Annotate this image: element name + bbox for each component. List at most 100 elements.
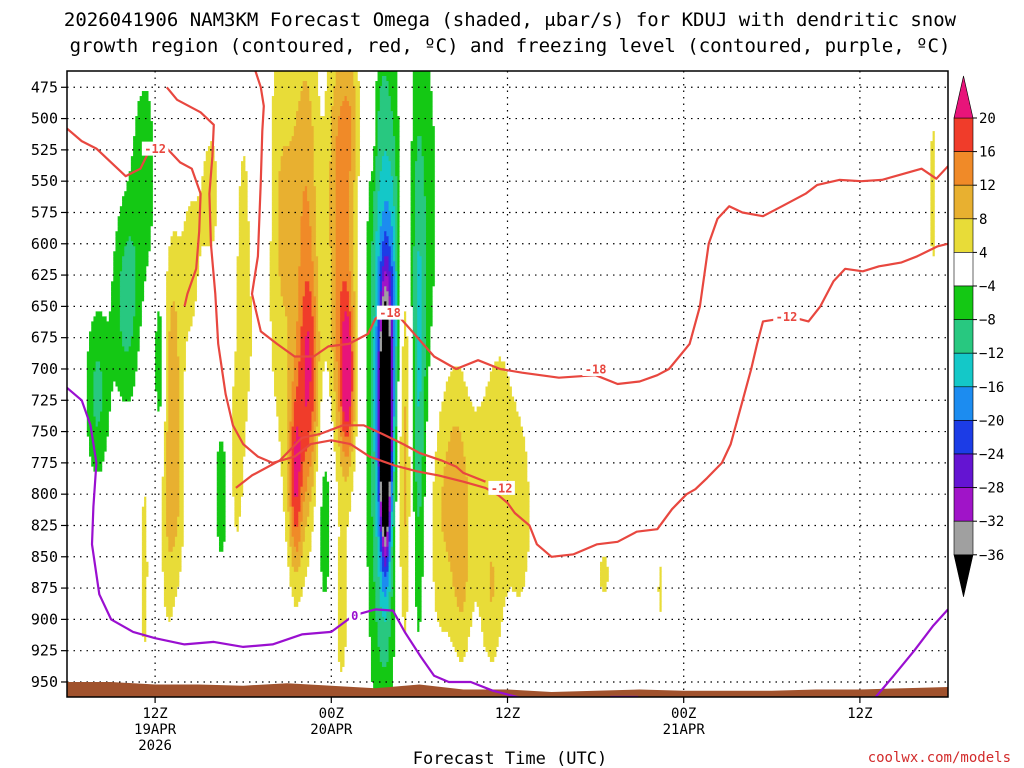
omega-cell [395,551,401,558]
omega-cell [174,596,295,603]
omega-cell [291,441,295,448]
omega-cell [67,116,136,122]
omega-cell [67,436,90,443]
omega-cell [509,376,948,383]
omega-cell [238,196,249,202]
omega-cell [408,546,416,553]
omega-cell [399,251,412,257]
omega-cell [137,106,152,112]
omega-cell [430,81,948,87]
omega-cell [346,571,370,578]
omega-cell [170,616,339,623]
omega-cell [346,576,370,583]
omega-cell [216,176,242,182]
omega-cell [276,396,288,403]
omega-cell [403,476,407,483]
omega-cell [395,541,401,548]
omega-cell [296,121,313,127]
omega-cell [322,571,330,578]
omega-cell [397,456,401,463]
omega-cell [291,526,302,533]
omega-cell [357,416,368,423]
omega-cell [183,436,233,443]
omega-cell [249,286,271,292]
omega-cell [324,96,335,102]
omega-cell [128,171,154,177]
omega-cell [315,336,321,343]
omega-cell [108,431,165,438]
omega-cell [366,516,374,523]
omega-cell [388,236,394,242]
omega-cell [232,486,244,493]
omega-cell [67,441,90,448]
omega-cell [366,461,372,468]
omega-cell [289,466,293,473]
omega-cell [269,251,280,257]
omega-cell [426,451,436,458]
omega-cell [111,391,121,398]
omega-cell [342,281,348,287]
omega-cell [496,651,948,658]
omega-cell [157,316,163,322]
omega-cell [399,271,412,277]
omega-cell [122,331,134,338]
omega-cell [318,266,332,272]
omega-cell [329,211,337,217]
omega-cell [514,396,948,403]
omega-cell [146,516,163,523]
omega-cell [289,491,293,498]
omega-cell [373,161,376,167]
omega-cell [370,361,374,368]
omega-cell [287,371,295,378]
omega-cell [329,556,339,563]
omega-cell [117,226,152,232]
omega-cell [315,221,330,227]
omega-cell [388,591,394,598]
omega-cell [113,266,123,272]
omega-cell [252,321,273,328]
omega-cell [355,111,361,117]
omega-cell [366,361,372,368]
omega-cell [412,261,418,267]
omega-cell [386,571,390,578]
omega-cell [234,371,251,378]
omega-cell [289,471,293,478]
omega-cell [392,371,396,378]
omega-cell [428,416,440,423]
omega-cell [600,576,610,583]
omega-cell [467,646,487,653]
omega-cell [331,416,337,423]
omega-cell [520,591,661,598]
omega-cell [315,501,324,508]
omega-cell [280,161,315,167]
omega-cell [190,201,218,207]
omega-cell [252,301,271,307]
omega-cell [381,211,392,217]
omega-cell [392,506,396,513]
omega-cell [287,326,297,333]
omega-cell [309,471,315,478]
omega-cell [417,491,423,498]
omega-cell [353,76,359,82]
omega-cell [119,301,136,307]
omega-cell [271,121,297,127]
omega-cell [483,636,500,643]
omega-cell [366,231,374,237]
omega-cell [179,356,187,363]
omega-cell [397,76,414,82]
omega-cell [390,531,394,538]
omega-cell [450,566,469,573]
omega-cell [232,426,247,433]
omega-cell [331,271,337,277]
omega-cell [368,616,376,623]
omega-cell [516,591,522,598]
freezing-level-contour [874,608,948,697]
omega-cell [311,311,317,317]
omega-cell [293,441,302,448]
omega-cell [401,386,409,393]
omega-cell [399,286,412,292]
omega-cell [390,376,394,383]
omega-cell [234,511,242,518]
omega-cell [463,441,526,448]
omega-cell [423,551,434,558]
